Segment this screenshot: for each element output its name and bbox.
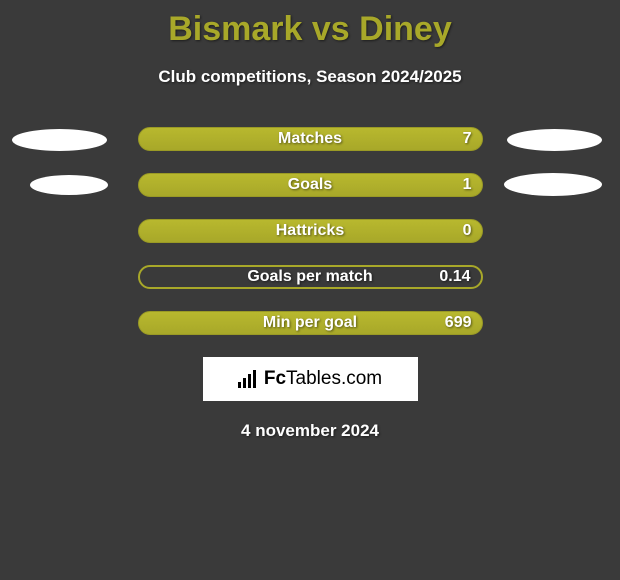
player-avatar-placeholder-left — [30, 175, 108, 195]
stat-label: Min per goal — [263, 314, 357, 332]
logo-text: FcTables.com — [264, 368, 382, 390]
page-subtitle: Club competitions, Season 2024/2025 — [0, 67, 620, 87]
stat-row-hattricks: Hattricks 0 — [138, 219, 483, 243]
stat-row-goals: Goals 1 — [138, 173, 483, 197]
player-avatar-placeholder-right — [507, 129, 602, 151]
stat-row-min-per-goal: Min per goal 699 — [138, 311, 483, 335]
stat-label: Hattricks — [276, 222, 344, 240]
bar-chart-icon — [238, 370, 260, 388]
page-title: Bismark vs Diney — [0, 0, 620, 49]
stat-value: 0.14 — [439, 268, 470, 286]
logo-brand-tables: Tables — [286, 368, 341, 389]
stat-label: Goals — [288, 176, 332, 194]
stat-value: 7 — [463, 130, 472, 148]
stat-row-matches: Matches 7 — [138, 127, 483, 151]
logo-fctables[interactable]: FcTables.com — [203, 357, 418, 401]
stat-value: 1 — [463, 176, 472, 194]
logo-brand-fc: Fc — [264, 368, 286, 389]
footer-date: 4 november 2024 — [0, 421, 620, 441]
stat-row-goals-per-match: Goals per match 0.14 — [138, 265, 483, 289]
stat-label: Goals per match — [247, 268, 372, 286]
player-avatar-placeholder-left — [12, 129, 107, 151]
stat-value: 0 — [463, 222, 472, 240]
stats-container: Matches 7 Goals 1 Hattricks 0 Goals per … — [0, 127, 620, 335]
player-avatar-placeholder-right — [504, 173, 602, 196]
stat-value: 699 — [445, 314, 472, 332]
stat-label: Matches — [278, 130, 342, 148]
logo-brand-com: .com — [341, 368, 382, 389]
